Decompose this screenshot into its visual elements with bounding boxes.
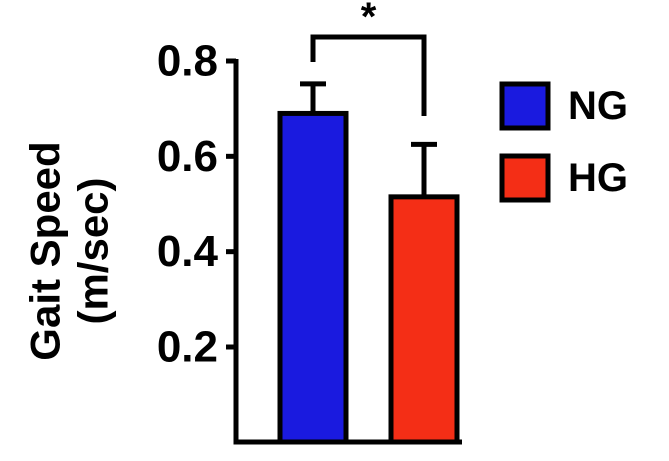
bars <box>277 110 460 445</box>
y-tick-label: 0.4 <box>157 227 219 276</box>
legend-swatch-ng <box>499 81 551 131</box>
bar-hg <box>388 194 460 445</box>
y-axis-label-line: (m/sec) <box>70 177 117 324</box>
y-tick-label: 0.6 <box>157 132 218 181</box>
significance-star: * <box>361 0 377 39</box>
legend-label-ng: NG <box>568 84 628 128</box>
legend-label-hg: HG <box>568 156 628 200</box>
y-tick-label: 0.2 <box>157 323 218 372</box>
y-axis-label-line: Gait Speed <box>22 141 69 360</box>
bar-ng <box>277 110 349 445</box>
y-axis-label: Gait Speed (m/sec) <box>22 141 117 360</box>
significance-line <box>310 34 427 116</box>
significance-bracket: * <box>310 0 427 116</box>
legend-swatch-hg <box>499 153 551 203</box>
legend: NG HG <box>499 81 628 203</box>
y-tick-label: 0.8 <box>157 37 218 86</box>
y-axis-ticks: 0.2 0.4 0.6 0.8 <box>157 37 236 372</box>
error-bars <box>300 81 437 197</box>
